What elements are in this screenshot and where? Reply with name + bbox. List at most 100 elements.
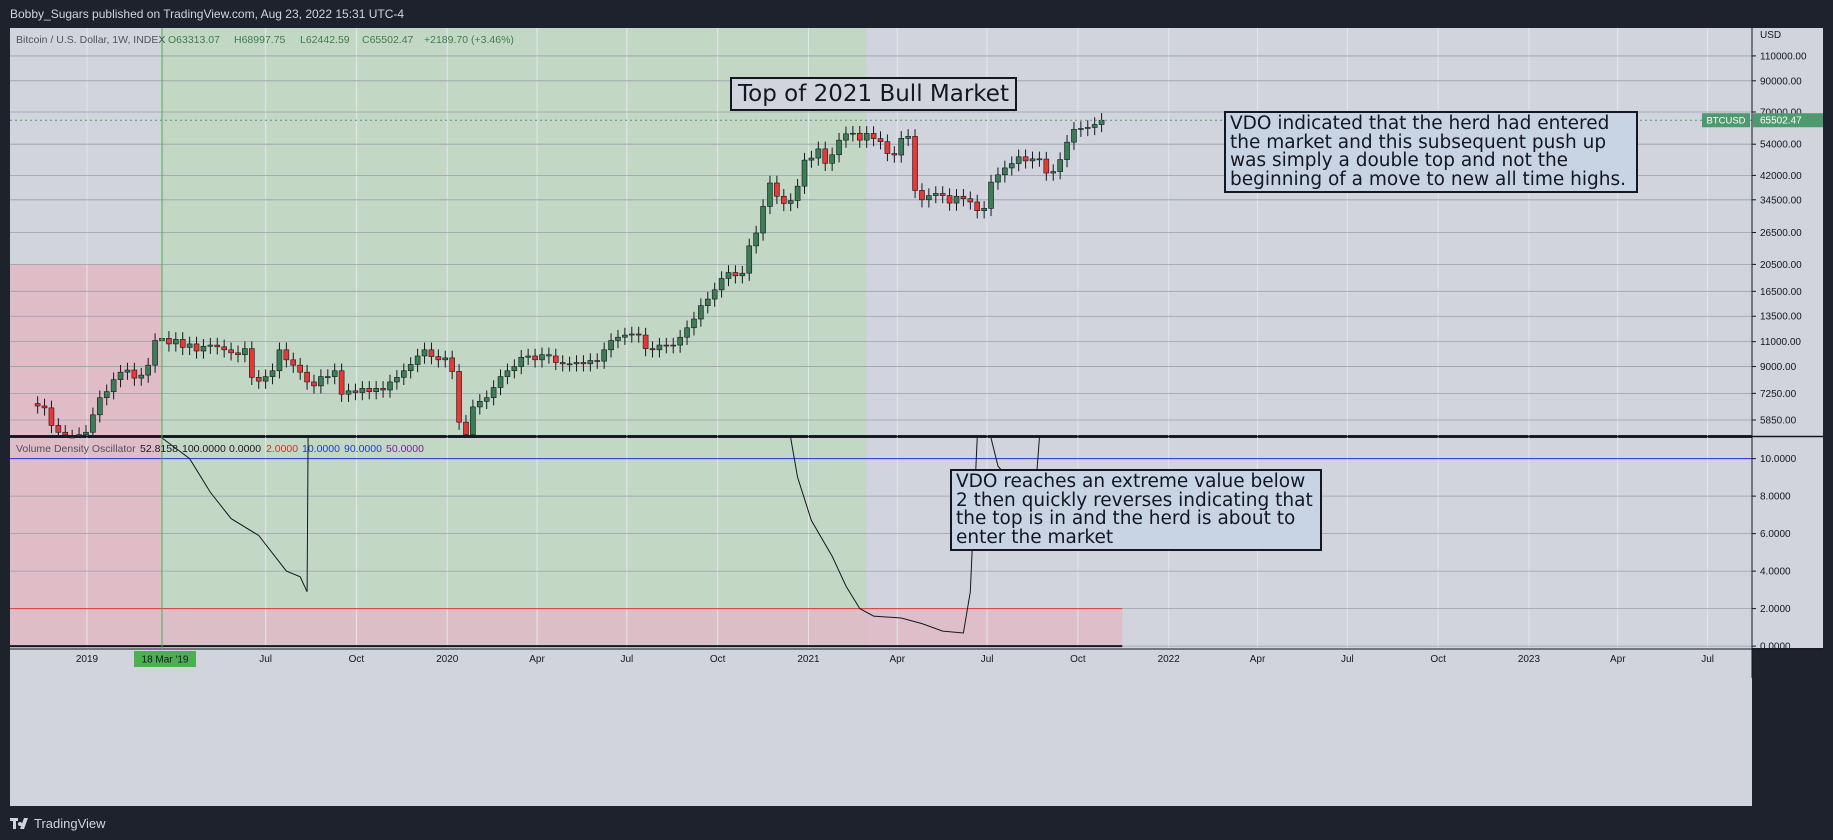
candle	[656, 337, 663, 358]
candle-body	[843, 133, 849, 141]
candle-body	[1057, 159, 1063, 172]
candle	[774, 175, 780, 204]
candle	[739, 265, 746, 284]
candle-body	[1050, 171, 1057, 174]
candle	[387, 374, 393, 398]
candle-body	[774, 182, 780, 197]
candle-body	[145, 364, 151, 376]
candle	[414, 348, 421, 373]
candle-body	[290, 359, 297, 366]
candle	[497, 369, 504, 396]
candle	[297, 357, 303, 380]
candle	[601, 342, 607, 369]
candle	[401, 363, 407, 386]
candle-body	[394, 377, 400, 383]
legend-close: C65502.47	[362, 34, 414, 46]
candle	[794, 178, 801, 209]
candle	[366, 381, 373, 400]
price-tick-label: 70000.00	[1760, 108, 1802, 119]
candle-body	[808, 157, 815, 161]
price-tick-label: 20500.00	[1760, 260, 1802, 271]
candle	[822, 141, 829, 171]
candle	[649, 341, 656, 358]
candle	[421, 342, 428, 364]
candle-body	[601, 349, 607, 362]
candle	[193, 336, 200, 359]
candle	[117, 364, 124, 388]
candle-body	[1043, 158, 1050, 174]
candle-body	[421, 349, 428, 357]
candle	[815, 141, 822, 166]
candle-body	[34, 403, 41, 407]
candle-body	[580, 362, 587, 365]
candle	[698, 298, 704, 327]
candle-body	[463, 421, 469, 435]
osc-line-0	[161, 437, 309, 593]
price-tick-label: 42000.00	[1760, 171, 1802, 182]
candle-body	[760, 206, 766, 234]
candle	[207, 337, 214, 354]
chart-canvas[interactable]: 5850.00 7250.00 9000.00 11000.00 13500.00 165…	[10, 28, 1823, 806]
candle	[449, 350, 455, 380]
candle-body	[753, 232, 759, 247]
candle-body	[276, 349, 283, 372]
candle-body	[546, 354, 552, 357]
time-tick-label: 2023	[1518, 654, 1541, 665]
candle	[787, 193, 794, 212]
candle-body	[297, 364, 303, 373]
candle-body	[428, 349, 435, 357]
time-tick-label: Jul	[620, 654, 633, 665]
indicator-value-4: 2.0000	[266, 443, 298, 455]
price-tick-label: 34500.00	[1760, 195, 1802, 206]
price-unit: USD	[1760, 30, 1781, 41]
candle	[228, 342, 234, 361]
candle	[932, 186, 939, 204]
candle-body	[1029, 158, 1036, 162]
candle	[262, 369, 269, 389]
candle	[97, 390, 103, 423]
annotation-note-price[interactable]: VDO indicated that the herd had entered …	[1224, 111, 1638, 193]
price-tick-label: 54000.00	[1760, 140, 1802, 151]
candle-body	[932, 193, 939, 196]
candle	[704, 291, 711, 314]
candle-body	[995, 174, 1001, 183]
candle-body	[69, 436, 75, 439]
candle	[760, 199, 766, 241]
annotation-title[interactable]: Top of 2021 Bull Market	[730, 77, 1017, 111]
candle-body	[55, 425, 62, 433]
candle	[546, 347, 552, 364]
indicator-value-6: 90.0000	[344, 443, 382, 455]
candle	[780, 189, 787, 212]
indicator-value-2: 100.0000	[182, 443, 226, 455]
candle-body	[656, 344, 663, 351]
candle	[836, 132, 842, 163]
candle-body	[380, 388, 386, 391]
candle	[1071, 122, 1077, 150]
candle-body	[304, 371, 310, 383]
candle-body	[891, 153, 898, 156]
candle-body	[525, 355, 531, 358]
time-tick-label: 2020	[436, 654, 459, 665]
candle-body	[635, 333, 642, 336]
time-tick-label: Oct	[349, 654, 365, 665]
candle	[1084, 120, 1091, 137]
candle	[753, 225, 759, 254]
candle	[718, 271, 725, 298]
candle-body	[483, 397, 490, 402]
annotation-note-oscillator[interactable]: VDO reaches an extreme value below 2 the…	[950, 469, 1322, 551]
candle	[331, 363, 338, 385]
candle-body	[794, 185, 801, 201]
legend-row: Bitcoin / U.S. Dollar, 1W, INDEX O63313.…	[16, 34, 514, 46]
candle	[200, 339, 207, 359]
candle	[552, 348, 559, 371]
osc-tick-label: 4.0000	[1760, 567, 1791, 578]
tradingview-logo[interactable]: TradingView	[10, 816, 106, 831]
candle	[318, 369, 324, 394]
candle	[179, 332, 186, 356]
candle	[587, 353, 594, 372]
candle-body	[718, 278, 725, 291]
chart-frame[interactable]: 5850.00 7250.00 9000.00 11000.00 13500.00 165…	[10, 28, 1823, 806]
candle-body	[90, 414, 96, 433]
candle	[1050, 164, 1057, 181]
candle	[380, 381, 386, 398]
